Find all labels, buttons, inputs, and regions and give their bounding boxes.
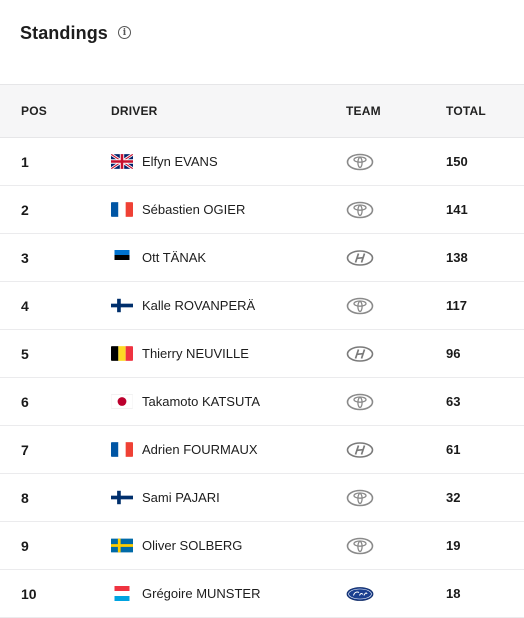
jp-flag-icon <box>111 394 133 409</box>
table-row[interactable]: 7 Adrien FOURMAUX 61 <box>0 426 524 474</box>
ee-flag-icon <box>111 250 133 265</box>
lu-flag-icon <box>111 586 133 601</box>
driver-cell[interactable]: Takamoto KATSUTA <box>111 394 260 409</box>
standings-header: Standings i <box>0 0 524 84</box>
driver-name: Grégoire MUNSTER <box>142 586 261 601</box>
fi-flag-icon <box>111 298 133 313</box>
page-title: Standings <box>20 23 108 43</box>
column-header-total: TOTAL <box>446 104 486 118</box>
info-icon[interactable]: i <box>117 26 131 39</box>
table-row[interactable]: 4 Kalle ROVANPERÄ 117 <box>0 282 524 330</box>
table-row[interactable]: 3 Ott TÄNAK 138 <box>0 234 524 282</box>
driver-cell[interactable]: Sami PAJARI <box>111 490 220 505</box>
table-body: 1 Elfyn EVANS 150 2 Sébastien OGIER 141 3 Ott T… <box>0 138 524 618</box>
driver-cell[interactable]: Oliver SOLBERG <box>111 538 242 553</box>
total-points-cell: 117 <box>446 298 467 313</box>
hyundai-logo-icon <box>346 345 374 363</box>
toyota-logo-icon <box>346 153 374 171</box>
table-row[interactable]: 2 Sébastien OGIER 141 <box>0 186 524 234</box>
position-cell: 10 <box>21 585 37 602</box>
table-header: POS DRIVER TEAM TOTAL <box>0 84 524 138</box>
table-row[interactable]: 10 Grégoire MUNSTER 18 <box>0 570 524 618</box>
standings-table: POS DRIVER TEAM TOTAL 1 Elfyn EVANS 150 2 Sé… <box>0 84 524 618</box>
driver-cell[interactable]: Grégoire MUNSTER <box>111 586 260 601</box>
total-points-cell: 61 <box>446 442 461 457</box>
driver-cell[interactable]: Thierry NEUVILLE <box>111 346 249 361</box>
table-row[interactable]: 8 Sami PAJARI 32 <box>0 474 524 522</box>
table-row[interactable]: 9 Oliver SOLBERG 19 <box>0 522 524 570</box>
driver-name: Elfyn EVANS <box>142 154 218 169</box>
toyota-logo-icon <box>346 537 374 555</box>
table-row[interactable]: 6 Takamoto KATSUTA 63 <box>0 378 524 426</box>
position-cell: 3 <box>21 249 29 266</box>
hyundai-logo-icon <box>346 249 374 267</box>
position-cell: 7 <box>21 441 29 458</box>
total-points-cell: 32 <box>446 490 461 505</box>
position-cell: 8 <box>21 489 29 506</box>
driver-cell[interactable]: Ott TÄNAK <box>111 250 206 265</box>
total-points-cell: 141 <box>446 202 468 217</box>
driver-name: Ott TÄNAK <box>142 250 207 265</box>
gb-flag-icon <box>111 154 133 169</box>
total-points-cell: 138 <box>446 250 468 265</box>
total-points-cell: 18 <box>446 586 461 601</box>
total-points-cell: 63 <box>446 394 461 409</box>
driver-cell[interactable]: Adrien FOURMAUX <box>111 442 258 457</box>
toyota-logo-icon <box>346 393 374 411</box>
driver-cell[interactable]: Elfyn EVANS <box>111 154 218 169</box>
total-points-cell: 19 <box>446 538 461 553</box>
driver-cell[interactable]: Kalle ROVANPERÄ <box>111 298 255 313</box>
toyota-logo-icon <box>346 297 374 315</box>
toyota-logo-icon <box>346 201 374 219</box>
column-header-pos: POS <box>21 104 47 118</box>
driver-name: Kalle ROVANPERÄ <box>142 298 256 313</box>
total-points-cell: 150 <box>446 154 468 169</box>
driver-cell[interactable]: Sébastien OGIER <box>111 202 245 217</box>
be-flag-icon <box>111 346 133 361</box>
fr-flag-icon <box>111 202 133 217</box>
position-cell: 9 <box>21 537 29 554</box>
driver-name: Sébastien OGIER <box>142 202 246 217</box>
table-row[interactable]: 1 Elfyn EVANS 150 <box>0 138 524 186</box>
driver-name: Sami PAJARI <box>142 490 220 505</box>
hyundai-logo-icon <box>346 441 374 459</box>
toyota-logo-icon <box>346 489 374 507</box>
column-header-driver: DRIVER <box>111 104 158 118</box>
driver-name: Thierry NEUVILLE <box>142 346 249 361</box>
ford-logo-icon <box>346 585 374 603</box>
position-cell: 4 <box>21 297 29 314</box>
driver-name: Adrien FOURMAUX <box>142 442 258 457</box>
column-header-team: TEAM <box>346 104 381 118</box>
position-cell: 2 <box>21 201 29 218</box>
driver-name: Takamoto KATSUTA <box>142 394 260 409</box>
position-cell: 6 <box>21 393 29 410</box>
se-flag-icon <box>111 538 133 553</box>
table-row[interactable]: 5 Thierry NEUVILLE 96 <box>0 330 524 378</box>
position-cell: 5 <box>21 345 29 362</box>
fi-flag-icon <box>111 490 133 505</box>
fr-flag-icon <box>111 442 133 457</box>
position-cell: 1 <box>21 153 29 170</box>
total-points-cell: 96 <box>446 346 461 361</box>
driver-name: Oliver SOLBERG <box>142 538 243 553</box>
